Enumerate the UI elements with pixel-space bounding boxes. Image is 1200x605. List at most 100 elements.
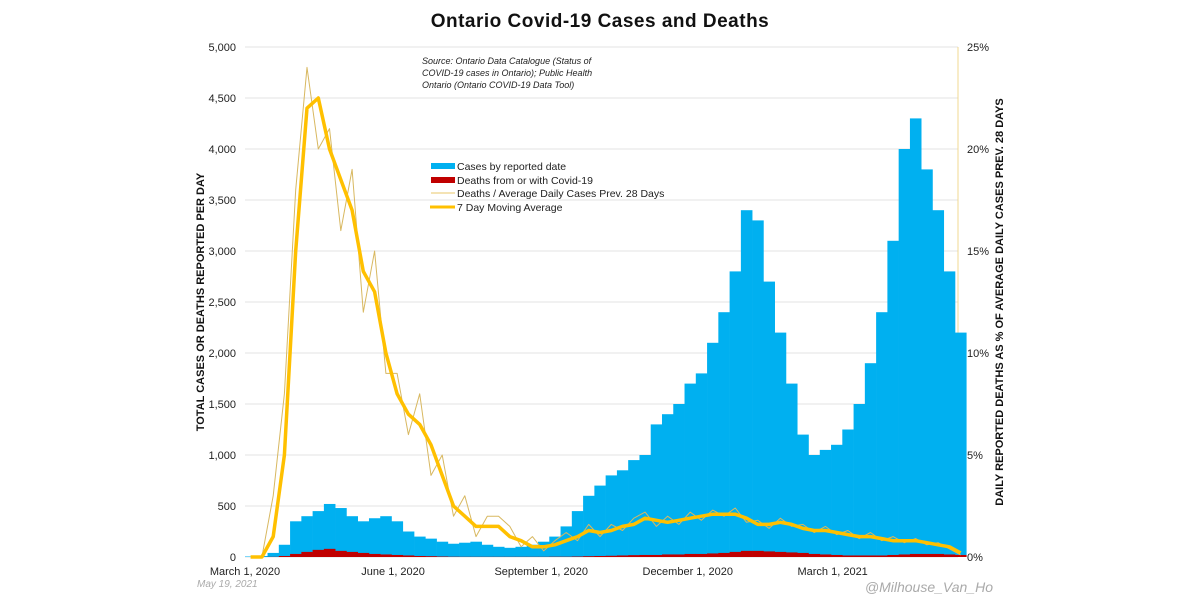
case-bar (392, 521, 404, 557)
y-tick-label: 4,000 (208, 144, 236, 156)
legend-label: Deaths / Average Daily Cases Prev. 28 Da… (457, 188, 664, 200)
death-bar (639, 555, 651, 557)
case-bar (673, 404, 685, 557)
death-bar (335, 551, 347, 557)
death-bar (718, 553, 730, 557)
source-line: Source: Ontario Data Catalogue (Status o… (422, 56, 593, 66)
case-bar (955, 333, 967, 557)
death-bar (944, 554, 956, 557)
case-bar (707, 343, 719, 557)
case-bar (279, 545, 291, 557)
case-bar (301, 516, 313, 557)
death-bar (809, 554, 821, 557)
case-bar (290, 521, 302, 557)
death-bar (899, 554, 911, 557)
case-bar (358, 521, 370, 557)
death-bar (651, 555, 663, 557)
death-bar (628, 555, 640, 557)
death-bar (346, 552, 358, 557)
death-bar (831, 555, 843, 557)
case-bar (797, 435, 809, 557)
death-bar (685, 554, 697, 557)
y2-tick-label: 25% (967, 42, 989, 54)
case-bar (346, 516, 358, 557)
case-bar (369, 518, 381, 557)
death-bar (583, 556, 595, 557)
death-bar (617, 555, 629, 557)
case-bar (594, 486, 606, 557)
death-bar (290, 554, 302, 557)
death-bar (403, 555, 415, 557)
death-bar (763, 551, 775, 557)
death-bar (786, 552, 798, 557)
case-bar (809, 455, 821, 557)
death-bar (301, 552, 313, 557)
case-bar (538, 542, 550, 557)
case-bar (831, 445, 843, 557)
death-bar (392, 555, 404, 557)
case-bar (628, 460, 640, 557)
death-bar (662, 554, 674, 557)
case-bar (763, 282, 775, 557)
death-bar (358, 553, 370, 557)
death-bar (876, 555, 888, 557)
case-bar (470, 542, 482, 557)
death-bar (842, 555, 854, 557)
legend-swatch-cases (431, 163, 455, 169)
y-tick-label: 500 (218, 501, 236, 513)
y-axis-left: 05001,0001,5002,0002,5003,0003,5004,0004… (208, 42, 236, 564)
y-tick-label: 5,000 (208, 42, 236, 54)
legend-label: 7 Day Moving Average (457, 202, 563, 214)
death-bar (707, 553, 719, 557)
x-tick-label: June 1, 2020 (361, 566, 425, 578)
death-bar (932, 554, 944, 557)
y2-tick-label: 10% (967, 348, 989, 360)
death-bar (887, 555, 899, 557)
case-bar (583, 496, 595, 557)
death-bar (437, 556, 449, 557)
case-bar (504, 548, 516, 557)
watermark: @Milhouse_Van_Ho (865, 579, 993, 595)
case-bar (606, 475, 618, 557)
y-tick-label: 2,500 (208, 297, 236, 309)
death-bar (369, 554, 381, 557)
y2-tick-label: 15% (967, 246, 989, 258)
case-bar (403, 532, 415, 558)
case-bar (651, 424, 663, 557)
case-bar (617, 470, 629, 557)
case-bar (268, 553, 280, 557)
case-bar (921, 169, 933, 557)
death-bar (775, 552, 787, 557)
legend-label: Cases by reported date (457, 161, 566, 173)
case-bar (437, 542, 449, 557)
case-bar (639, 455, 651, 557)
death-bar (797, 553, 809, 557)
death-bar (425, 556, 437, 557)
y2-tick-label: 0% (967, 552, 983, 564)
case-bar (854, 404, 866, 557)
death-bar (313, 550, 325, 557)
death-bar (279, 556, 291, 557)
footer-date: May 19, 2021 (197, 579, 258, 590)
death-bar (696, 554, 708, 557)
case-bar (842, 430, 854, 558)
case-bar (944, 271, 956, 557)
case-bar (932, 210, 944, 557)
death-bar (324, 549, 336, 557)
source-note: Source: Ontario Data Catalogue (Status o… (422, 56, 593, 90)
case-bar (876, 312, 888, 557)
case-bar (662, 414, 674, 557)
death-bar (673, 554, 685, 557)
y-tick-label: 1,500 (208, 399, 236, 411)
death-bar (955, 555, 967, 557)
case-bar (910, 118, 922, 557)
case-bar (718, 312, 730, 557)
death-bar (414, 556, 426, 557)
case-bar (741, 210, 753, 557)
case-bar (425, 539, 437, 557)
death-bar (730, 552, 742, 557)
source-line: COVID-19 cases in Ontario); Public Healt… (422, 68, 592, 78)
y-tick-label: 3,500 (208, 195, 236, 207)
case-bar (696, 373, 708, 557)
